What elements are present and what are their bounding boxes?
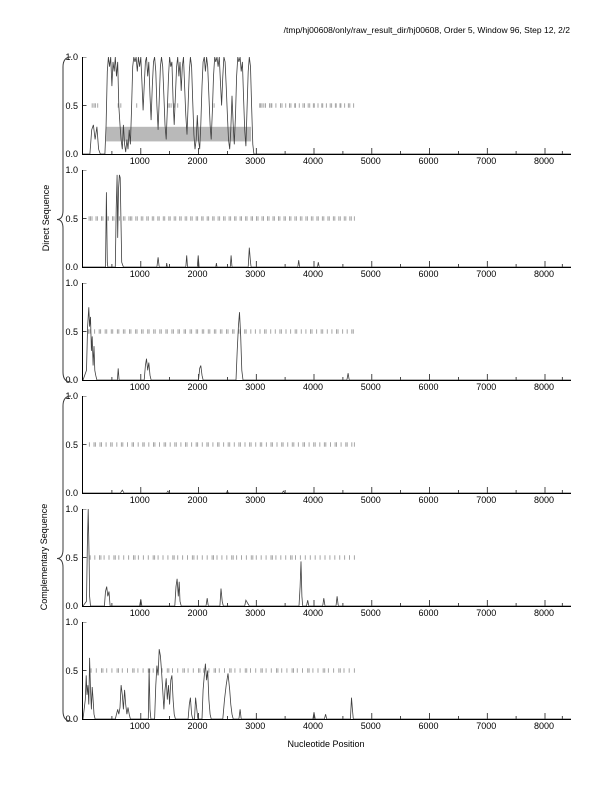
y-tick-label: 0.0 <box>65 601 78 611</box>
panel-plot-complementary-frame-3 <box>83 622 571 719</box>
y-tick-label: 0.5 <box>65 213 78 224</box>
x-tick-label: 6000 <box>418 495 439 505</box>
x-tick-label: 7000 <box>476 495 497 505</box>
probability-curve <box>83 307 571 380</box>
x-tick-label: 2000 <box>187 382 208 392</box>
y-tick-label: 1.0 <box>65 278 78 288</box>
panel-complementary-frame-2 <box>82 509 571 607</box>
panel-plot-direct-frame-3 <box>83 283 571 380</box>
x-tick-label: 5000 <box>360 269 381 279</box>
y-tick-label: 0.0 <box>65 262 78 272</box>
probability-curve <box>83 174 571 267</box>
x-tick-label: 5000 <box>360 608 381 618</box>
x-tick-label: 6000 <box>418 721 439 731</box>
x-tick-label: 2000 <box>187 269 208 279</box>
x-tick-label: 7000 <box>476 721 497 731</box>
panel-plot-complementary-frame-2 <box>83 509 571 606</box>
x-tick-label: 3000 <box>245 382 266 392</box>
x-tick-label: 1000 <box>129 269 150 279</box>
x-tick-label: 8000 <box>533 495 555 505</box>
y-tick-label: 1.0 <box>65 504 78 514</box>
orf-band <box>106 126 252 142</box>
y-tick-label: 0.0 <box>65 375 78 385</box>
x-tick-label: 2000 <box>187 608 208 618</box>
x-tick-label: 5000 <box>360 156 381 166</box>
x-tick-label: 8000 <box>533 156 555 166</box>
x-tick-label: 4000 <box>302 156 324 166</box>
x-tick-label: 7000 <box>476 269 497 279</box>
x-tick-label: 6000 <box>418 608 439 618</box>
panel-plot-direct-frame-2 <box>83 170 571 267</box>
x-tick-label: 4000 <box>302 608 324 618</box>
x-tick-label: 6000 <box>418 269 439 279</box>
x-tick-label: 4000 <box>302 495 324 505</box>
x-tick-label: 6000 <box>418 156 439 166</box>
x-tick-label: 4000 <box>302 721 324 731</box>
x-tick-label: 2000 <box>187 721 208 731</box>
x-tick-label: 4000 <box>302 269 324 279</box>
y-tick-label: 0.5 <box>65 665 78 676</box>
y-tick-label: 0.5 <box>65 552 78 563</box>
y-tick-label: 0.5 <box>65 326 78 337</box>
panel-plot-direct-frame-1 <box>83 57 571 154</box>
y-tick-label: 1.0 <box>65 52 78 62</box>
y-tick-label: 0.0 <box>65 714 78 724</box>
panel-complementary-frame-3 <box>82 622 571 720</box>
y-tick-label: 0.0 <box>65 149 78 159</box>
x-axis-title: Nucleotide Position <box>287 739 365 749</box>
x-tick-label: 4000 <box>302 382 324 392</box>
panel-direct-frame-2 <box>82 170 571 268</box>
x-tick-label: 5000 <box>360 721 381 731</box>
panel-complementary-frame-1 <box>82 396 571 494</box>
x-tick-label: 2000 <box>187 495 208 505</box>
x-tick-label: 8000 <box>533 269 555 279</box>
x-tick-label: 8000 <box>533 721 555 731</box>
x-tick-label: 1000 <box>129 382 150 392</box>
x-tick-label: 3000 <box>245 721 266 731</box>
x-tick-label: 7000 <box>476 608 497 618</box>
y-tick-label: 0.5 <box>65 100 78 111</box>
y-tick-label: 1.0 <box>65 617 78 627</box>
x-tick-label: 8000 <box>533 608 555 618</box>
panel-direct-frame-1 <box>82 57 571 155</box>
probability-curve <box>83 57 571 154</box>
x-tick-label: 3000 <box>245 495 266 505</box>
x-tick-label: 3000 <box>245 156 266 166</box>
y-tick-label: 0.5 <box>65 439 78 450</box>
direct-sequence-label: Direct Sequence <box>41 184 51 252</box>
x-tick-label: 1000 <box>129 721 150 731</box>
x-tick-label: 6000 <box>418 382 439 392</box>
probability-curve <box>83 489 571 493</box>
complementary-sequence-label: Complementary Sequence <box>39 503 49 611</box>
x-tick-label: 5000 <box>360 382 381 392</box>
x-tick-label: 7000 <box>476 382 497 392</box>
x-tick-label: 2000 <box>187 156 208 166</box>
x-tick-label: 1000 <box>129 608 150 618</box>
probability-curve <box>83 649 571 719</box>
x-tick-label: 1000 <box>129 495 150 505</box>
plot-title: /tmp/hj00608/only/raw_result_dir/hj00608… <box>283 25 570 35</box>
y-tick-label: 0.0 <box>65 488 78 498</box>
x-tick-label: 8000 <box>533 382 555 392</box>
x-tick-label: 3000 <box>245 608 266 618</box>
x-tick-label: 5000 <box>360 495 381 505</box>
x-tick-label: 3000 <box>245 269 266 279</box>
panel-direct-frame-3 <box>82 283 571 381</box>
x-tick-label: 7000 <box>476 156 497 166</box>
y-tick-label: 1.0 <box>65 165 78 175</box>
y-tick-label: 1.0 <box>65 391 78 401</box>
probability-curve <box>83 509 571 606</box>
panel-plot-complementary-frame-1 <box>83 396 571 493</box>
x-tick-label: 1000 <box>129 156 150 166</box>
